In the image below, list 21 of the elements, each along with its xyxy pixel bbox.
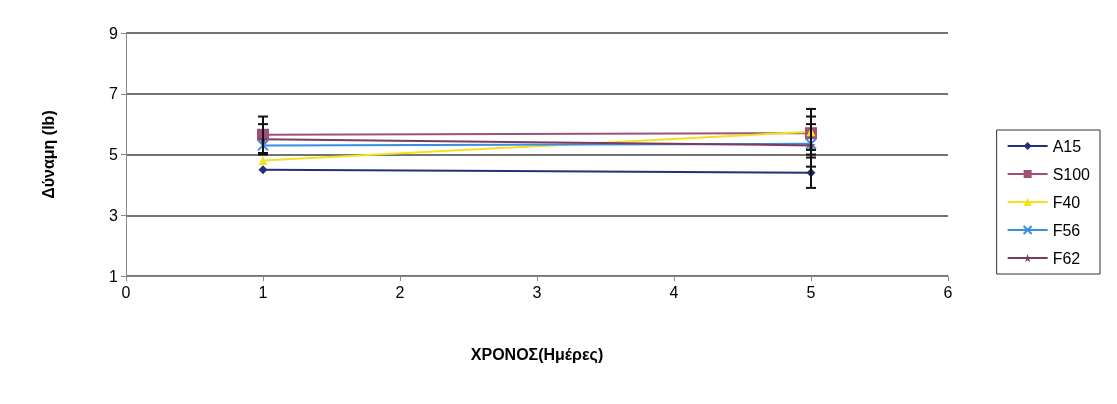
legend-label: A15 — [1052, 137, 1082, 155]
x-tick-label: 2 — [395, 283, 405, 301]
x-tick-label: 3 — [532, 283, 542, 301]
y-tick-label: 7 — [109, 85, 119, 103]
x-tick-label: 5 — [806, 283, 816, 301]
y-axis-title: Δύναμη (lb) — [39, 110, 57, 199]
y-tick-label: 9 — [109, 24, 119, 42]
x-tick-label: 1 — [258, 283, 268, 301]
x-tick-label: 4 — [669, 283, 679, 301]
y-tick-label: 3 — [109, 206, 119, 224]
legend-label: F40 — [1052, 193, 1081, 211]
x-axis-title: ΧΡΟΝΟΣ(Ημέρες) — [470, 345, 604, 364]
x-tick-label: 0 — [121, 283, 131, 301]
point — [257, 139, 269, 152]
legend-label: F56 — [1052, 221, 1081, 239]
legend-label: F62 — [1052, 249, 1081, 267]
legend-label: S100 — [1052, 165, 1091, 183]
y-tick-label: 5 — [109, 146, 119, 163]
x-tick-label: 6 — [943, 283, 953, 301]
point — [258, 165, 268, 175]
y-tick-label: 1 — [109, 267, 119, 285]
